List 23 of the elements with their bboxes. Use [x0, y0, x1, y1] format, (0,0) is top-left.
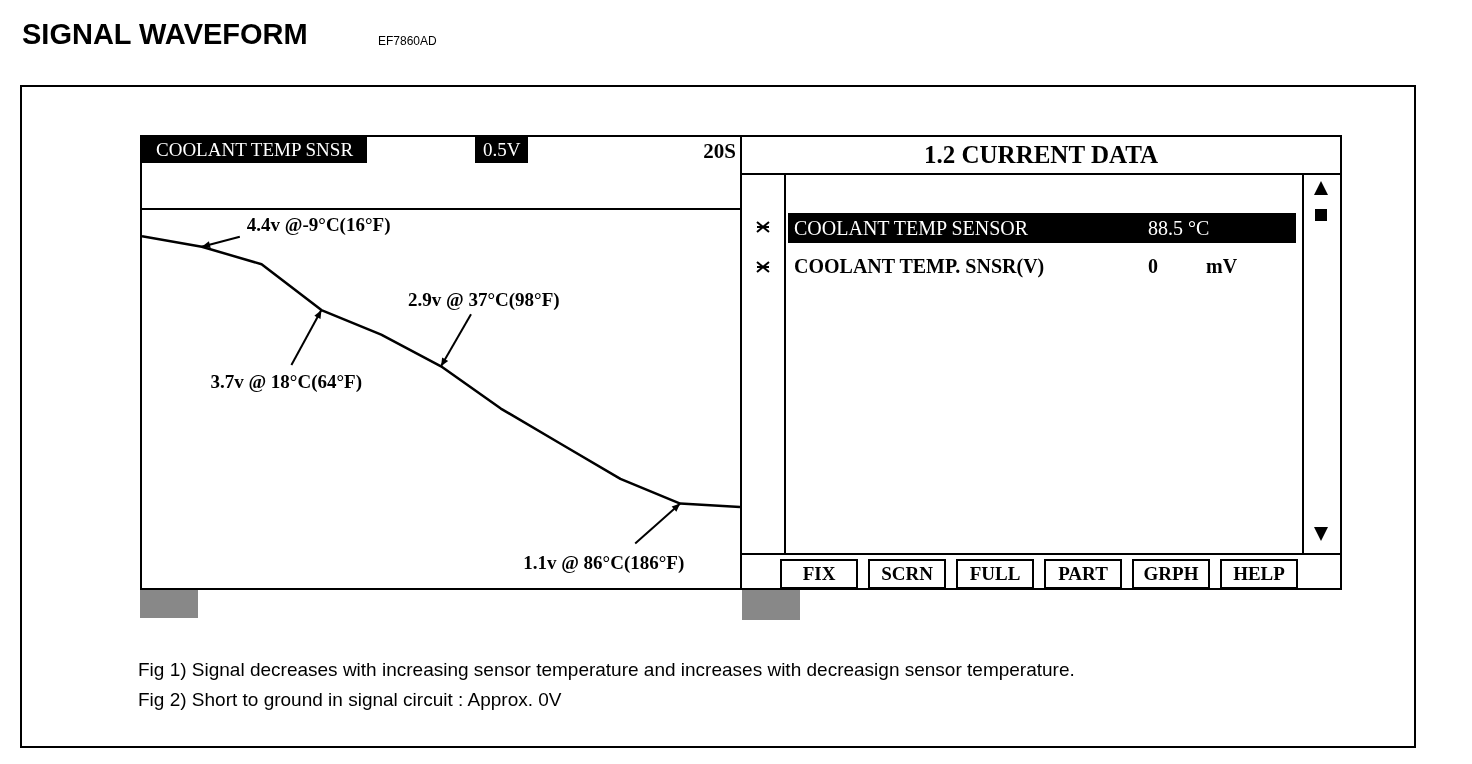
chart-subtitle: EF7860AD — [378, 34, 437, 48]
text: HELP — [1220, 559, 1298, 589]
text: mV — [1206, 254, 1238, 279]
text: FIX — [780, 559, 858, 589]
annotation: 3.7v @ 18°C(64°F) — [210, 371, 363, 394]
text: 4.4v @-9°C(16°F) — [246, 213, 391, 236]
caption: Fig 2) Short to ground in signal circuit : Approx. 0V — [138, 688, 563, 712]
annotation: 2.9v @ 37°C(98°F) — [408, 289, 560, 312]
text: 0 — [1148, 254, 1158, 279]
text: PART — [1044, 559, 1122, 589]
text: GRPH — [1132, 559, 1210, 589]
text: FULL — [956, 559, 1034, 589]
text: 1.2 CURRENT DATA — [742, 137, 1340, 175]
text: COOLANT TEMP SENSOR — [794, 217, 1029, 239]
caption: Fig 1) Signal decreases with increasing sensor temperature and increases with decreasign sensor temperature. — [138, 658, 1075, 682]
text: COOLANT TEMP SNSR — [142, 137, 368, 163]
text: SCRN — [868, 559, 946, 589]
text: 0.5V — [475, 137, 529, 163]
text: COOLANT TEMP. SNSR(V) — [794, 254, 1045, 280]
text: 88.5 °C — [1148, 216, 1210, 241]
annotation: 1.1v @ 86°C(186°F) — [523, 551, 685, 574]
chart-title: SIGNAL WAVEFORM — [22, 18, 308, 51]
text: 20S — [703, 139, 736, 164]
